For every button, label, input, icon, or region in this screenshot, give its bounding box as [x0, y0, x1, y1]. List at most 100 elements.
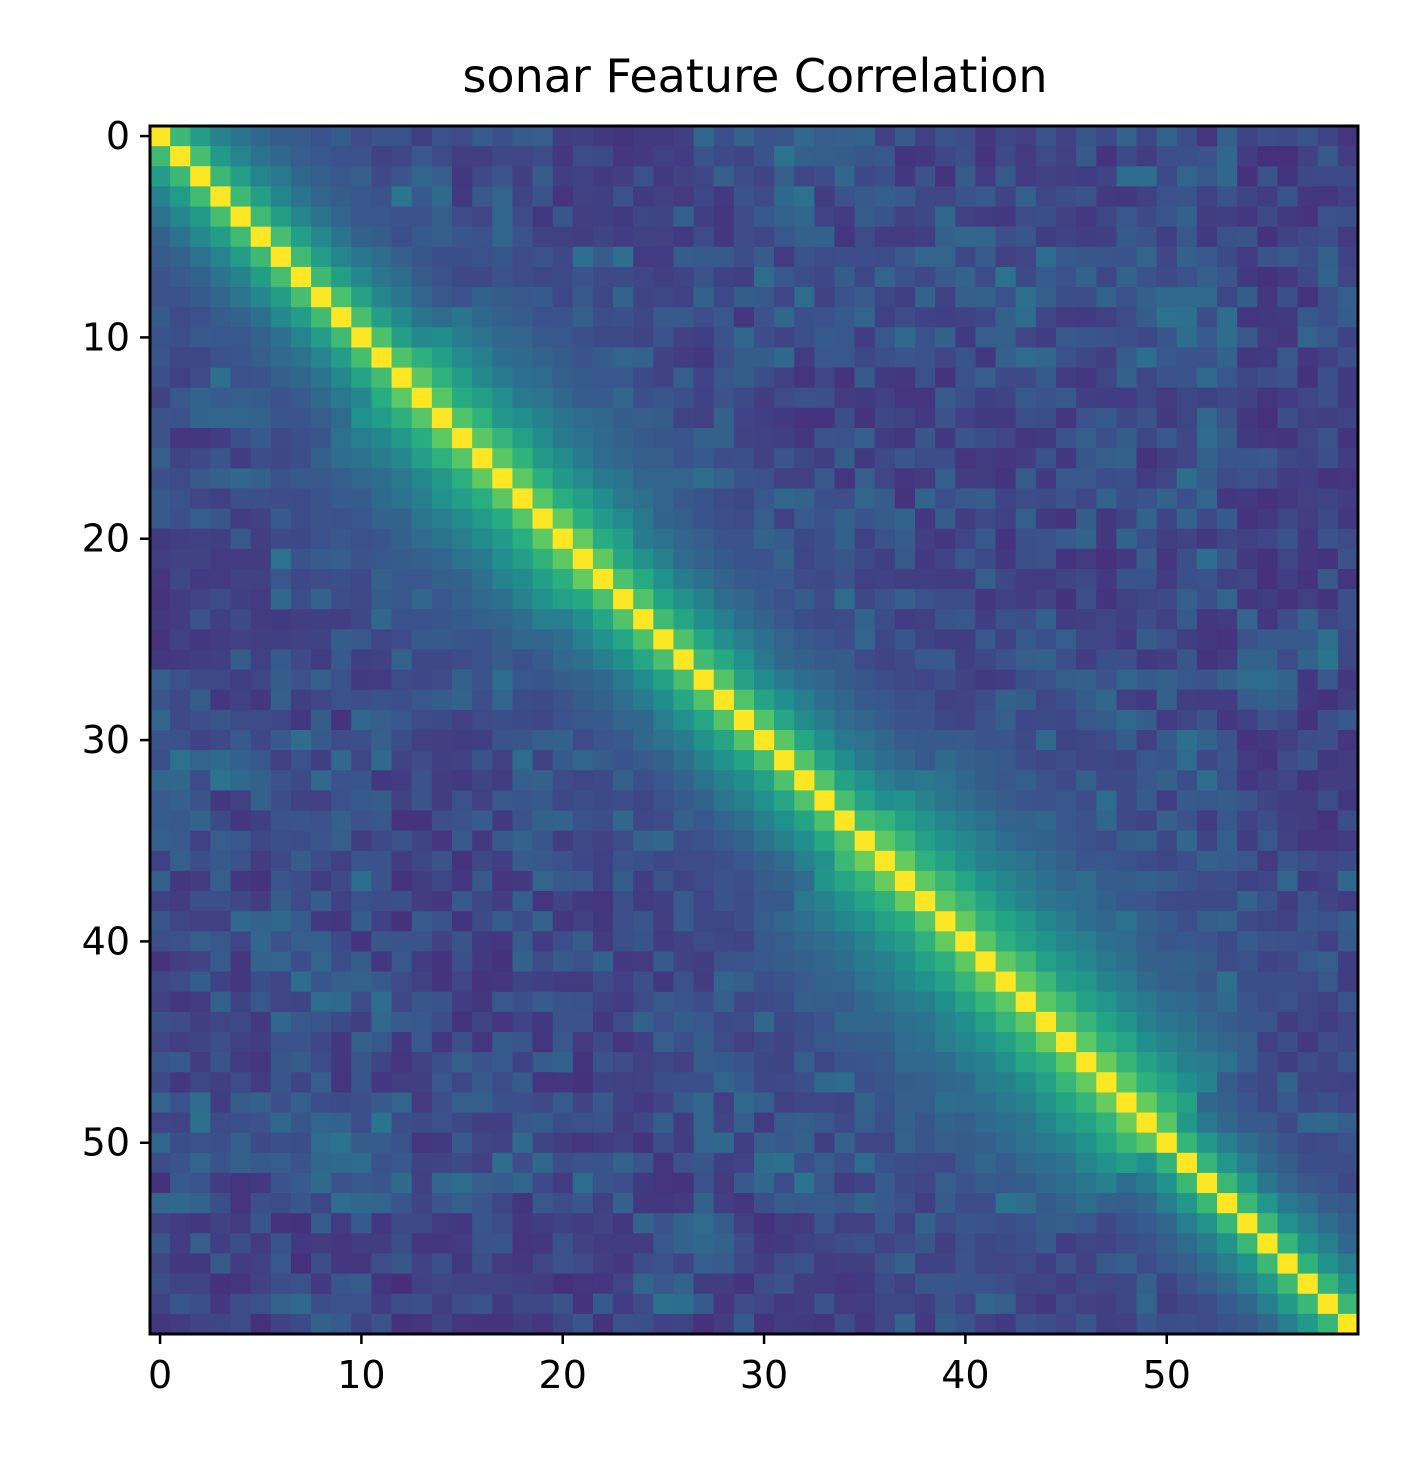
heatmap-cell [1015, 1152, 1037, 1174]
heatmap-cell [391, 166, 413, 187]
heatmap-cell [774, 548, 795, 570]
heatmap-cell [1096, 367, 1117, 389]
heatmap-cell [1217, 790, 1238, 812]
heatmap-cell [572, 1313, 594, 1335]
heatmap-cell [854, 709, 876, 731]
heatmap-cell [1176, 307, 1198, 328]
heatmap-cell [411, 1052, 433, 1073]
heatmap-cell [754, 609, 775, 630]
heatmap-cell [733, 266, 755, 288]
heatmap-cell [613, 1132, 634, 1154]
heatmap-cell [633, 307, 654, 328]
heatmap-cell [250, 1193, 272, 1214]
heatmap-cell [532, 1213, 554, 1234]
heatmap-cell [1217, 1273, 1238, 1295]
heatmap-cell [290, 1112, 312, 1134]
heatmap-cell [210, 669, 232, 691]
heatmap-cell [955, 226, 977, 248]
heatmap-cell [492, 528, 513, 550]
heatmap-cell [673, 1273, 695, 1295]
heatmap-cell [935, 830, 956, 852]
heatmap-cell [814, 1152, 836, 1174]
heatmap-cell [955, 1032, 977, 1053]
heatmap-cell [1217, 407, 1238, 429]
heatmap-cell [210, 770, 232, 791]
heatmap-cell [1015, 146, 1037, 167]
heatmap-cell [170, 850, 191, 872]
heatmap-cell [431, 810, 453, 832]
heatmap-cell [774, 1233, 795, 1255]
heatmap-cell [592, 991, 614, 1013]
heatmap-cell [311, 1172, 332, 1194]
heatmap-cell [1056, 1253, 1077, 1275]
heatmap-cell [411, 1112, 433, 1134]
heatmap-cell [874, 246, 896, 268]
heatmap-cell [1317, 951, 1339, 973]
heatmap-cell [995, 669, 1017, 691]
heatmap-cell [230, 689, 252, 711]
heatmap-cell [351, 347, 373, 369]
heatmap-cell [1237, 1193, 1258, 1214]
heatmap-cell [1076, 891, 1097, 912]
heatmap-cell [854, 589, 876, 610]
heatmap-cell [1196, 1313, 1218, 1335]
heatmap-cell [190, 629, 211, 651]
heatmap-cell [391, 850, 413, 872]
heatmap-cell [754, 1253, 775, 1275]
heatmap-cell [1277, 126, 1299, 147]
heatmap-cell [311, 1092, 332, 1114]
heatmap-cell [452, 609, 473, 630]
heatmap-cell [713, 407, 735, 429]
heatmap-cell [331, 528, 352, 550]
heatmap-cell [170, 548, 191, 570]
heatmap-cell [814, 1313, 836, 1335]
heatmap-cell [1176, 166, 1198, 187]
heatmap-cell [1237, 709, 1258, 731]
heatmap-cell [1136, 468, 1158, 489]
heatmap-cell [975, 1112, 997, 1134]
heatmap-cell [472, 367, 493, 389]
heatmap-cell [391, 126, 413, 147]
heatmap-cell [1035, 669, 1057, 691]
heatmap-cell [754, 488, 775, 510]
heatmap-cell [955, 810, 977, 832]
heatmap-cell [290, 468, 312, 489]
heatmap-cell [532, 146, 554, 167]
heatmap-cell [1136, 166, 1158, 187]
heatmap-cell [894, 1293, 916, 1315]
heatmap-cell [754, 931, 775, 953]
heatmap-cell [653, 146, 675, 167]
heatmap-cell [431, 1293, 453, 1315]
heatmap-cell [995, 1011, 1017, 1033]
heatmap-cell [492, 387, 513, 409]
heatmap-cell [331, 991, 352, 1013]
heatmap-cell [230, 770, 252, 791]
heatmap-cell [290, 407, 312, 429]
heatmap-cell [754, 1072, 775, 1093]
heatmap-cell [935, 1092, 956, 1114]
heatmap-cell [894, 971, 916, 993]
heatmap-cell [894, 307, 916, 328]
heatmap-cell [230, 126, 252, 147]
heatmap-cell [814, 508, 836, 530]
heatmap-cell [1196, 991, 1218, 1013]
heatmap-cell [290, 1213, 312, 1234]
heatmap-cell [774, 1011, 795, 1033]
heatmap-cell [230, 609, 252, 630]
heatmap-cell [754, 206, 775, 228]
heatmap-cell [935, 307, 956, 328]
heatmap-cell [673, 226, 695, 248]
heatmap-cell [1317, 850, 1339, 872]
heatmap-cell [431, 226, 453, 248]
heatmap-cell [995, 770, 1017, 791]
heatmap-cell [713, 1293, 735, 1315]
heatmap-cell [1076, 387, 1097, 409]
heatmap-cell [431, 830, 453, 852]
heatmap-cell [955, 186, 977, 208]
heatmap-cell [1156, 911, 1178, 932]
heatmap-cell [150, 891, 171, 912]
heatmap-cell [794, 1032, 815, 1053]
heatmap-cell [351, 428, 373, 449]
heatmap-cell [1237, 508, 1258, 530]
heatmap-cell [774, 367, 795, 389]
